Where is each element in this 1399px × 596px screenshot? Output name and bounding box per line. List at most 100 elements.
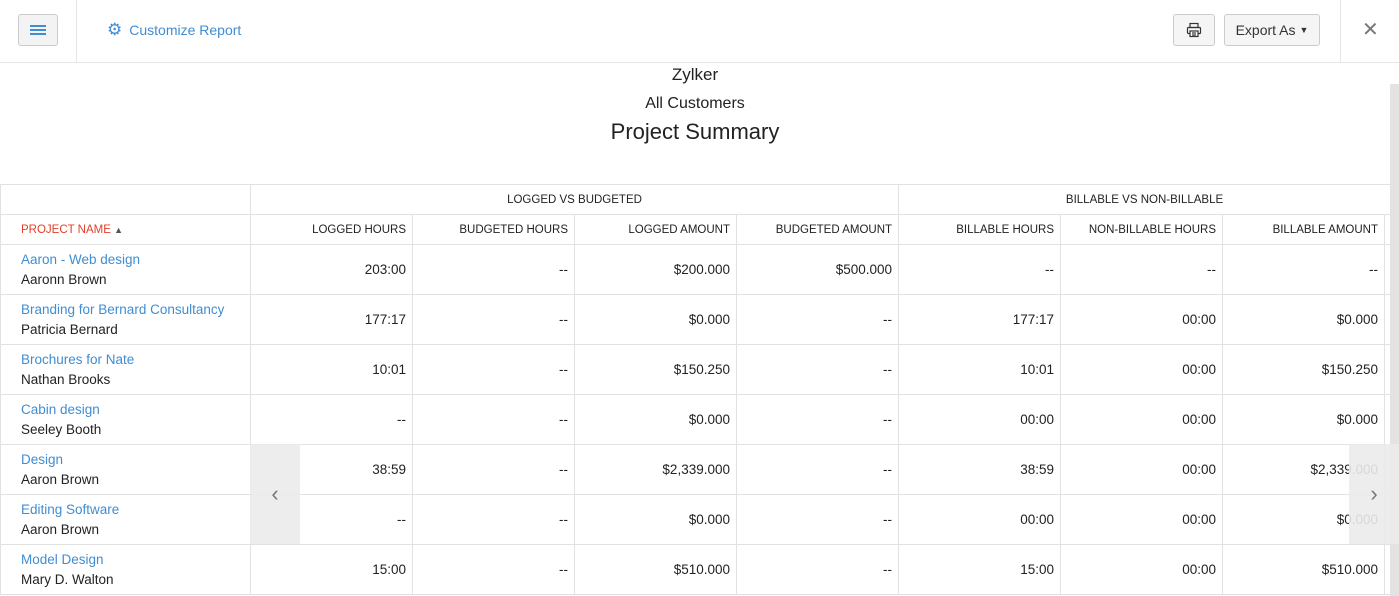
table-cell: $0.000	[1222, 294, 1386, 345]
table-cell: 00:00	[1060, 394, 1224, 445]
column-header-project-name[interactable]: PROJECT NAME ▲	[0, 214, 251, 245]
table-cell: 203:00	[250, 244, 413, 295]
table-cell: 00:00	[1060, 494, 1224, 545]
table-cell: --	[735, 394, 900, 445]
project-cell: Cabin design Seeley Booth	[0, 394, 251, 445]
table-cell: --	[735, 344, 900, 395]
menu-button[interactable]	[18, 14, 58, 46]
customer-name: Aaronn Brown	[21, 271, 107, 287]
table-cell: 00:00	[1060, 344, 1224, 395]
group-header: LOGGED VS BUDGETED	[249, 184, 900, 215]
project-link[interactable]: Branding for Bernard Consultancy	[21, 301, 225, 317]
gear-icon: ⚙	[107, 20, 123, 39]
table-cell: 00:00	[898, 394, 1062, 445]
chevron-left-icon: ‹	[271, 481, 279, 506]
table-cell: 00:00	[898, 494, 1062, 545]
table-cell: 10:01	[250, 344, 413, 395]
table-cell: 38:59	[898, 444, 1062, 495]
column-header[interactable]: BUDGETED HOURS	[412, 214, 575, 245]
customer-name: Seeley Booth	[21, 421, 102, 437]
table-cell: $510.000	[1222, 544, 1386, 595]
printer-icon	[1186, 22, 1202, 38]
customer-name: Aaron Brown	[21, 471, 100, 487]
org-name: Zylker	[671, 65, 719, 84]
table-cell: $0.000	[574, 294, 737, 345]
caret-down-icon: ▼	[1299, 25, 1309, 35]
table-cell: $2,339.000	[574, 444, 737, 495]
close-icon[interactable]: ✕	[1362, 19, 1379, 41]
project-cell: Model Design Mary D. Walton	[0, 544, 251, 595]
project-cell: Brochures for Nate Nathan Brooks	[0, 344, 251, 395]
project-link[interactable]: Cabin design	[21, 401, 100, 417]
project-cell: Design Aaron Brown	[0, 444, 251, 495]
table-row: Model Design Mary D. Walton 15:00 -- $510.00…	[0, 544, 1392, 595]
export-as-dropdown[interactable]: Export As ▼	[1224, 14, 1320, 46]
table-cell: 00:00	[1060, 294, 1224, 345]
table-cell: $0.000	[574, 394, 737, 445]
table-cell: --	[1222, 244, 1386, 295]
customer-name: Patricia Bernard	[21, 321, 118, 337]
table-cell: 177:17	[250, 294, 413, 345]
table-row: Cabin design Seeley Booth -- -- $0.000 -- 00:0…	[0, 394, 1392, 445]
table-cell: 15:00	[250, 544, 413, 595]
report-table: LOGGED VS BUDGETED BILLABLE VS NON-BILLAB…	[0, 184, 1392, 595]
table-cell: --	[412, 394, 575, 445]
table-cell: 15:00	[898, 544, 1062, 595]
table-cell: 00:00	[1060, 444, 1224, 495]
column-header[interactable]: BILLABLE HOURS	[898, 214, 1062, 245]
table-cell: --	[1060, 244, 1224, 295]
report-filter: All Customers	[645, 95, 745, 112]
table-row: Brochures for Nate Nathan Brooks 10:01 -- $1…	[0, 344, 1392, 395]
table-row: Branding for Bernard Consultancy Patricia…	[0, 294, 1392, 345]
hamburger-icon	[30, 25, 46, 35]
table-cell: --	[412, 444, 575, 495]
table-cell: $0.000	[574, 494, 737, 545]
print-button[interactable]	[1173, 14, 1215, 46]
group-header: BILLABLE VS NON-BILLABLE	[898, 184, 1392, 215]
project-cell: Aaron - Web design Aaronn Brown	[0, 244, 251, 295]
chevron-right-icon: ›	[1370, 481, 1378, 506]
table-cell: --	[250, 394, 413, 445]
table-row: Aaron - Web design Aaronn Brown 203:00 -- $2…	[0, 244, 1392, 295]
toolbar: ⚙ Customize Report Export As ▼ ✕	[0, 0, 1399, 63]
column-header[interactable]: BUDGETED AMOUNT	[735, 214, 900, 245]
table-cell: --	[735, 294, 900, 345]
table-cell: --	[412, 344, 575, 395]
table-cell: $0.000	[1222, 394, 1386, 445]
table-cell: 00:00	[1060, 544, 1224, 595]
customize-report-button[interactable]: ⚙ Customize Report	[107, 20, 242, 39]
column-header[interactable]: LOGGED AMOUNT	[574, 214, 737, 245]
column-header[interactable]: BILLABLE AMOUNT	[1222, 214, 1386, 245]
table-cell: --	[735, 544, 900, 595]
project-link[interactable]: Editing Software	[21, 501, 120, 517]
table-row: Design Aaron Brown 38:59 -- $2,339.000 -- 38:5…	[0, 444, 1392, 495]
table-cell: --	[412, 244, 575, 295]
customer-name: Nathan Brooks	[21, 371, 111, 387]
divider	[1340, 0, 1341, 62]
project-link[interactable]: Model Design	[21, 551, 104, 567]
table-cell: $150.250	[574, 344, 737, 395]
project-link[interactable]: Aaron - Web design	[21, 251, 141, 267]
table-cell: $510.000	[574, 544, 737, 595]
customer-name: Aaron Brown	[21, 521, 100, 537]
project-cell: Branding for Bernard Consultancy Patricia…	[0, 294, 251, 345]
project-cell: Editing Software Aaron Brown	[0, 494, 251, 545]
table-cell: --	[412, 294, 575, 345]
scroll-right-button[interactable]: ›	[1349, 444, 1399, 544]
sort-icon: ▲	[114, 224, 124, 235]
scrollbar[interactable]	[1390, 84, 1399, 596]
project-link[interactable]: Design	[21, 451, 64, 467]
table-cell: --	[735, 494, 900, 545]
project-link[interactable]: Brochures for Nate	[21, 351, 135, 367]
table-cell: --	[412, 544, 575, 595]
customer-name: Mary D. Walton	[21, 571, 114, 587]
table-cell: --	[898, 244, 1062, 295]
scroll-left-button[interactable]: ‹	[250, 444, 300, 544]
column-header[interactable]: LOGGED HOURS	[250, 214, 413, 245]
divider	[76, 0, 77, 62]
table-cell: 10:01	[898, 344, 1062, 395]
report-title: Project Summary	[610, 119, 780, 144]
column-header[interactable]: NON-BILLABLE HOURS	[1060, 214, 1224, 245]
table-cell: $150.250	[1222, 344, 1386, 395]
table-cell: --	[412, 494, 575, 545]
